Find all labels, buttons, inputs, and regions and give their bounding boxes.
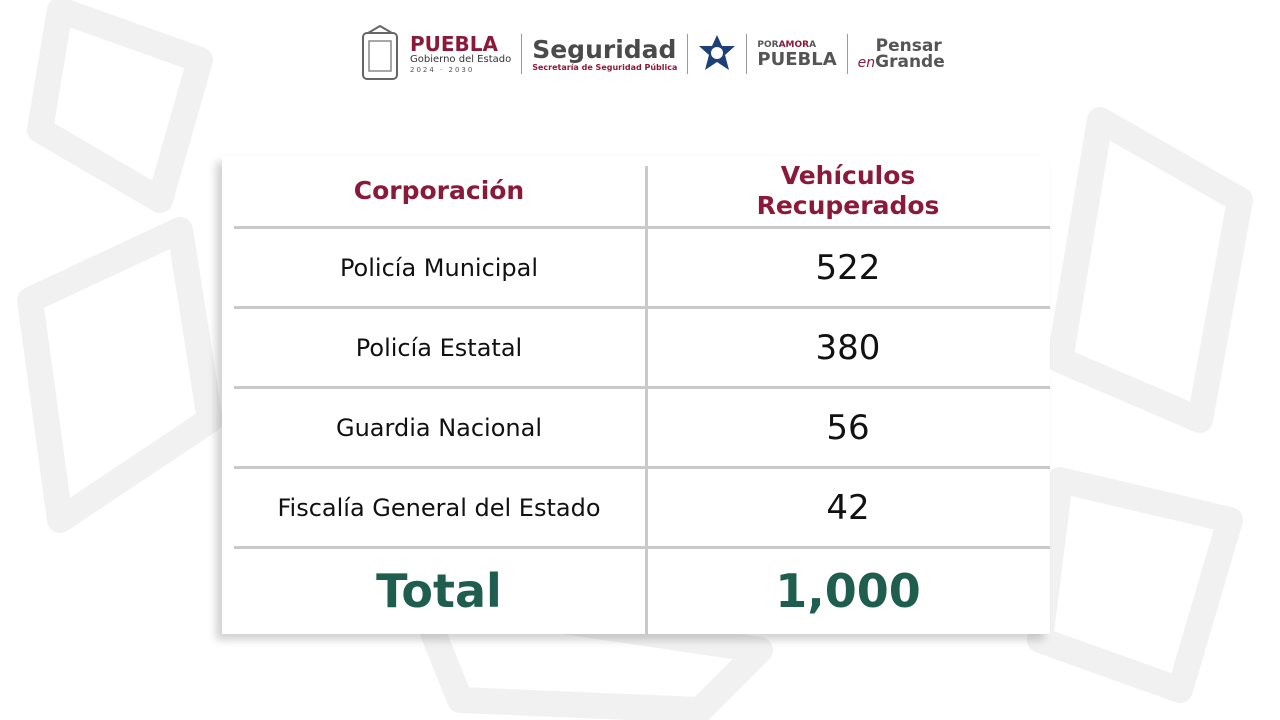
total-label: Total (376, 564, 502, 618)
logo-years: 2024 · 2030 (410, 66, 475, 74)
row-divider (234, 546, 1050, 549)
police-badge (699, 35, 736, 70)
row-divider (234, 226, 1050, 229)
column-divider (645, 166, 648, 634)
logo-text: en (857, 54, 876, 71)
row-value: 522 (815, 248, 881, 288)
logo-bar: PUEBLA Gobierno del Estado 2024 · 2030 S… (360, 22, 960, 86)
logo-text: Grande (875, 51, 945, 72)
row-label: Policía Municipal (339, 254, 539, 282)
coat-of-arms (362, 25, 398, 80)
row-divider (234, 466, 1050, 469)
logo-subtitle: Gobierno del Estado (410, 54, 512, 65)
table: Corporación Vehículos Recuperados Policía … (222, 156, 1050, 634)
logo-title: PUEBLA (410, 32, 499, 56)
total-value: 1,000 (775, 564, 921, 618)
logo-text: A (809, 40, 817, 50)
puebla-logo: PUEBLA Gobierno del Estado 2024 · 2030 (410, 34, 511, 74)
seguridad-logo: Seguridad Secretaría de Seguridad Públic… (532, 34, 678, 72)
row-label: Fiscalía General del Estado (277, 494, 601, 522)
logo-text: POR (757, 40, 779, 50)
separator (687, 34, 689, 74)
row-label: Guardia Nacional (336, 414, 542, 442)
por-amor-logo: PORAMORA PUEBLA (757, 39, 836, 69)
logo-text: Pensar (875, 35, 942, 56)
logo-subtitle: Secretaría de Seguridad Pública (532, 62, 678, 72)
pensar-logo: Pensar enGrande (857, 35, 945, 72)
row-divider (234, 386, 1050, 389)
logo-text: PUEBLA (757, 49, 837, 70)
row-value: 56 (826, 408, 870, 448)
column-header: Vehículos Recuperados (756, 161, 940, 220)
separator (846, 34, 848, 74)
row-label: Policía Estatal (355, 334, 523, 362)
row-value: 42 (826, 488, 870, 528)
separator (521, 34, 523, 74)
separator (746, 34, 748, 74)
logo-text: AMOR (778, 40, 810, 50)
logo-title: Seguridad (532, 34, 677, 64)
row-value: 380 (815, 328, 881, 368)
row-divider (234, 306, 1050, 309)
column-header: Corporación (353, 176, 525, 205)
